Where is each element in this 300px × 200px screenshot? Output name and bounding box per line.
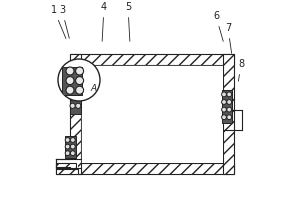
Text: 6: 6 bbox=[213, 11, 223, 41]
Circle shape bbox=[222, 100, 226, 104]
Circle shape bbox=[76, 103, 81, 108]
Bar bbox=[70, 54, 234, 65]
Circle shape bbox=[70, 103, 75, 108]
Bar bbox=[56, 168, 78, 174]
Circle shape bbox=[76, 96, 81, 101]
Circle shape bbox=[70, 151, 75, 156]
Circle shape bbox=[76, 67, 84, 75]
Circle shape bbox=[65, 138, 70, 142]
Bar bbox=[222, 90, 232, 123]
Circle shape bbox=[227, 107, 232, 112]
Text: 7: 7 bbox=[225, 23, 232, 53]
Text: 4: 4 bbox=[101, 2, 107, 41]
Circle shape bbox=[58, 59, 100, 101]
Text: 5: 5 bbox=[125, 2, 131, 41]
Bar bbox=[54, 160, 78, 178]
Circle shape bbox=[65, 144, 70, 149]
Circle shape bbox=[76, 88, 81, 93]
Bar bbox=[81, 65, 223, 163]
Circle shape bbox=[76, 77, 84, 85]
Text: 8: 8 bbox=[238, 59, 244, 81]
Bar bbox=[70, 54, 81, 174]
Circle shape bbox=[76, 86, 84, 94]
Bar bbox=[70, 88, 81, 114]
Circle shape bbox=[222, 92, 226, 97]
Text: A: A bbox=[90, 84, 96, 93]
Bar bbox=[65, 136, 76, 158]
Circle shape bbox=[70, 138, 75, 142]
Circle shape bbox=[222, 115, 226, 120]
Circle shape bbox=[65, 151, 70, 156]
Circle shape bbox=[227, 115, 232, 120]
Text: 3: 3 bbox=[59, 5, 69, 38]
Circle shape bbox=[66, 86, 74, 94]
Circle shape bbox=[70, 88, 75, 93]
Circle shape bbox=[70, 96, 75, 101]
Bar bbox=[223, 54, 234, 174]
Circle shape bbox=[227, 100, 232, 104]
Circle shape bbox=[70, 144, 75, 149]
Bar bbox=[70, 163, 234, 174]
Bar bbox=[62, 67, 82, 95]
Circle shape bbox=[66, 77, 74, 85]
Circle shape bbox=[227, 92, 232, 97]
Text: 1: 1 bbox=[51, 5, 66, 38]
Bar bbox=[56, 163, 76, 174]
Circle shape bbox=[66, 67, 74, 75]
Circle shape bbox=[222, 107, 226, 112]
